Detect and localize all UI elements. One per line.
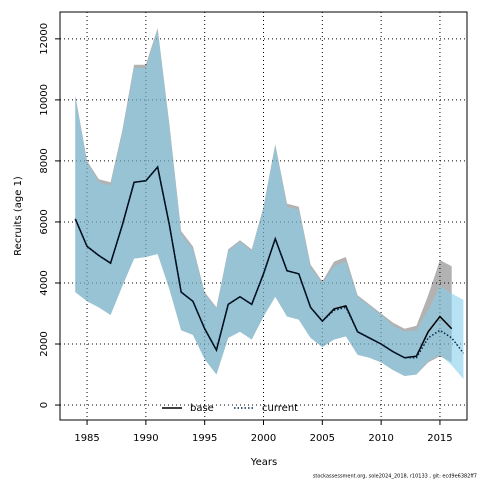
y-tick-label: 6000 <box>39 209 50 234</box>
y-tick-label: 8000 <box>39 148 50 173</box>
footer: stockassessment.org, sole2024_2018, r101… <box>313 474 477 480</box>
x-tick-label: 2010 <box>368 433 393 444</box>
legend-label: current <box>262 403 298 414</box>
confidence-band <box>75 29 464 380</box>
x-tick-label: 2015 <box>427 433 452 444</box>
y-tick-label: 0 <box>39 402 50 408</box>
x-tick-label: 2000 <box>251 433 276 444</box>
y-tick-label: 10000 <box>39 84 50 116</box>
y-tick-label: 2000 <box>39 331 50 356</box>
x-tick-label: 1985 <box>74 433 99 444</box>
legend-label: base <box>190 403 214 414</box>
x-axis-label: Years <box>250 457 277 468</box>
y-tick-label: 12000 <box>39 23 50 55</box>
y-tick-label: 4000 <box>39 270 50 295</box>
plot-frame <box>59 11 468 421</box>
x-tick-label: 2005 <box>310 433 335 444</box>
x-tick-label: 1990 <box>133 433 158 444</box>
x-tick-label: 1995 <box>192 433 217 444</box>
y-axis-label: Recruits (age 1) <box>13 176 24 256</box>
